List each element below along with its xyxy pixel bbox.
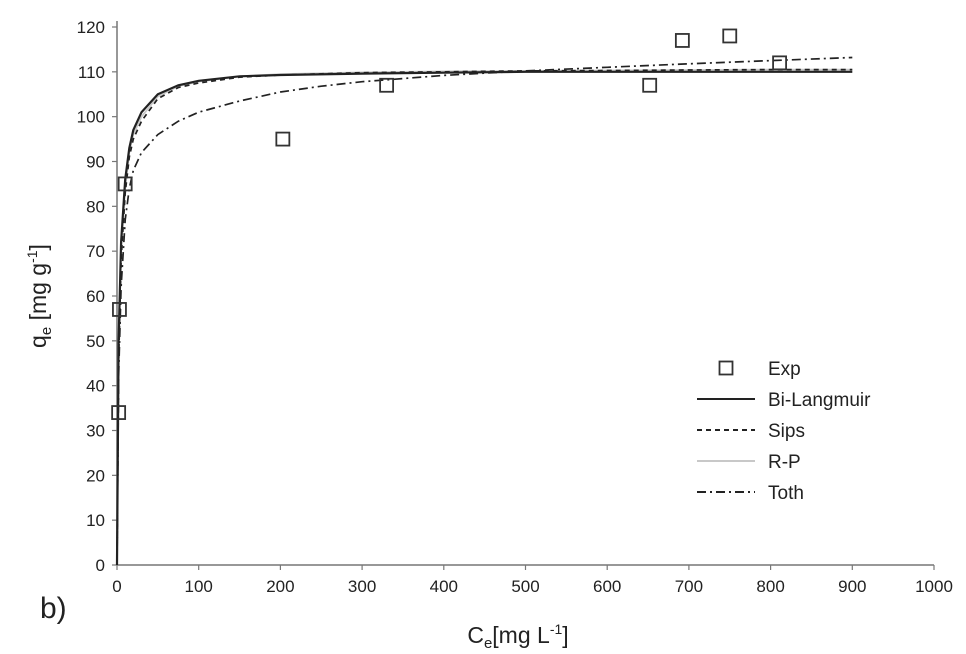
axes: 0 100 200 300 400 500 600 700 800 900 1000 0 10 20 30 4… [77, 18, 953, 596]
legend-marker-exp [718, 360, 734, 376]
y-tick-label: 30 [86, 422, 105, 441]
y-tick-label: 110 [78, 63, 105, 82]
exp-data-point [772, 55, 787, 71]
legend-label: Bi-Langmuir [768, 390, 871, 411]
legend-label: Exp [768, 359, 801, 380]
x-tick-label: 700 [675, 577, 703, 596]
exp-data-point [117, 176, 133, 192]
y-tick-label: 40 [86, 377, 105, 396]
exp-data-point [275, 131, 291, 147]
exp-data-point [722, 28, 738, 44]
series-line-sips [116, 68, 853, 566]
exp-data-point [379, 77, 395, 93]
y-tick-label: 10 [86, 511, 105, 530]
x-tick-label: 400 [430, 577, 458, 596]
x-tick-label: 300 [348, 577, 376, 596]
x-tick-label: 600 [593, 577, 621, 596]
exp-data-point [112, 302, 127, 317]
exp-data-point [642, 77, 658, 93]
exp-data-point [111, 405, 127, 420]
y-axis-label: qe [mg g-1] [24, 244, 55, 348]
exp-data-point [674, 33, 690, 48]
y-tick-label: 80 [86, 197, 105, 216]
legend-label: R-P [768, 452, 801, 473]
y-tick-label: 50 [86, 332, 105, 351]
y-tick-label: 0 [96, 556, 105, 575]
x-tick-label: 800 [756, 577, 784, 596]
y-tick-label: 70 [86, 242, 105, 261]
x-axis-label: Ce[mg L-1] [467, 621, 568, 652]
series-curves [115, 56, 853, 566]
x-tick-label: 900 [838, 577, 866, 596]
legend-label: Sips [768, 421, 805, 442]
y-tick-label: 120 [77, 18, 105, 37]
exp-points [111, 28, 787, 420]
legend-label: Toth [768, 483, 804, 504]
y-tick-label: 100 [77, 108, 105, 127]
series-line-bi-langmuir [115, 70, 853, 566]
panel-label: b) [40, 592, 67, 625]
x-tick-label: 500 [511, 577, 539, 596]
series-line-toth [116, 56, 853, 566]
x-tick-label: 100 [185, 577, 213, 596]
legend: Exp Bi-Langmuir Sips R-P Toth [697, 359, 871, 504]
x-tick-label: 200 [266, 577, 294, 596]
series-line-r-p [116, 68, 853, 566]
y-tick-label: 60 [86, 287, 105, 306]
y-tick-label: 20 [86, 466, 105, 485]
x-tick-label: 1000 [915, 577, 953, 596]
y-tick-label: 90 [86, 153, 105, 172]
x-tick-label: 0 [112, 577, 121, 596]
